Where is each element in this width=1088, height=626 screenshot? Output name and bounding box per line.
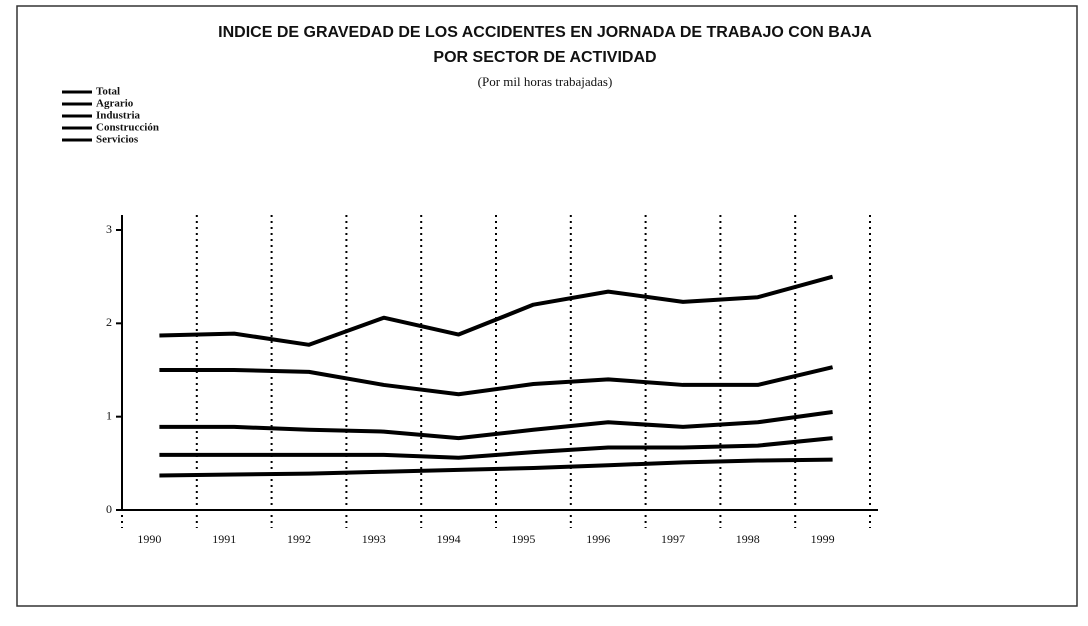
x-tick-label: 1990 (137, 532, 161, 546)
x-tick-label: 1996 (586, 532, 610, 546)
series-line (159, 274, 834, 347)
y-tick-label: 3 (106, 222, 112, 236)
legend-label: Agrario (96, 98, 134, 110)
x-tick-label: 1997 (661, 532, 685, 546)
y-tick-label: 0 (106, 502, 112, 516)
legend-label: Industria (96, 110, 141, 122)
x-tick-label: 1995 (511, 532, 535, 546)
x-tick-label: 1992 (287, 532, 311, 546)
chart-subtitle: (Por mil horas trabajadas) (478, 74, 613, 89)
y-tick-label: 2 (106, 315, 112, 329)
x-tick-label: 1999 (811, 532, 835, 546)
x-tick-label: 1993 (362, 532, 386, 546)
chart-title: INDICE DE GRAVEDAD DE LOS ACCIDENTES EN … (218, 24, 872, 41)
x-tick-label: 1994 (437, 532, 461, 546)
series-line (159, 365, 834, 397)
series-line (159, 410, 833, 441)
series-line (159, 457, 833, 478)
x-tick-label: 1998 (736, 532, 760, 546)
frame (16, 5, 1078, 607)
series-line (159, 436, 833, 460)
legend-label: Servicios (96, 134, 139, 146)
legend-label: Total (96, 86, 120, 98)
x-tick-label: 1991 (212, 532, 236, 546)
chart-title: POR SECTOR DE ACTIVIDAD (433, 49, 656, 66)
legend-label: Construcción (96, 122, 159, 134)
y-tick-label: 1 (106, 408, 112, 422)
